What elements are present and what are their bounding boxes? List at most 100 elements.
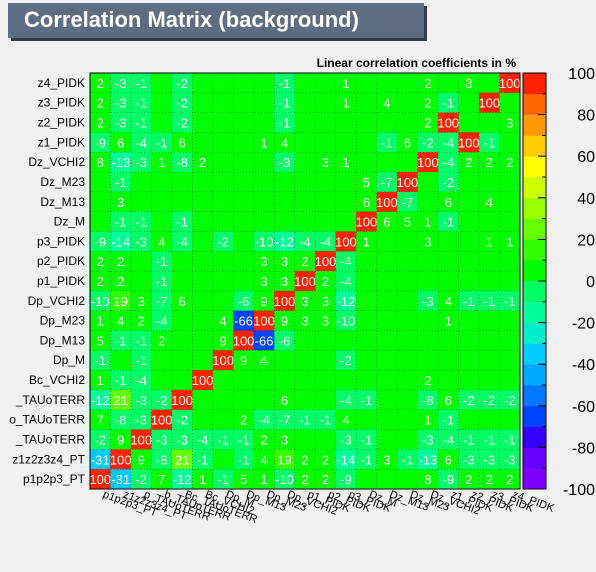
heatmap-cell (110, 92, 132, 113)
cell-value-label: 100 (335, 234, 357, 249)
cell-value-label: -8 (115, 413, 127, 428)
heatmap-cell (376, 330, 398, 351)
heatmap-cell (458, 449, 480, 470)
heatmap-cell (458, 112, 480, 133)
cell-value-label: -3 (115, 96, 127, 111)
heatmap-cell (233, 350, 255, 371)
heatmap-cell (233, 370, 255, 391)
cell-value-label: -4 (320, 234, 332, 249)
heatmap-cell (90, 429, 111, 450)
heatmap-cell (171, 330, 193, 351)
heatmap-cell (151, 191, 173, 212)
title-box: Correlation Matrix (background) (8, 3, 424, 38)
colorbar-bin (523, 197, 546, 219)
heatmap-cell (499, 370, 521, 391)
cell-value-label: -6 (279, 333, 291, 348)
heatmap-cell (274, 290, 296, 312)
heatmap-cell (233, 73, 255, 94)
heatmap-cell (294, 330, 316, 351)
cell-value-label: 6 (281, 393, 288, 408)
heatmap-cell (417, 132, 439, 153)
heatmap-cell (192, 271, 214, 292)
heatmap-cell (90, 112, 111, 133)
heatmap-cell (335, 172, 357, 193)
heatmap-cell (192, 231, 214, 252)
heatmap-cell (438, 152, 459, 173)
cell-value-label: -4 (197, 432, 209, 447)
cell-value-label: 5 (363, 175, 370, 190)
heatmap-cell (212, 92, 234, 113)
cell-value-label: -1 (443, 215, 455, 230)
colorbar-tick-label: -80 (572, 440, 595, 457)
heatmap-cell (479, 112, 500, 133)
cell-value-label: -66 (234, 314, 253, 329)
heatmap-cell (110, 112, 132, 133)
colorbar-tick-label: -100 (563, 482, 595, 499)
heatmap-cell (499, 310, 521, 331)
cell-value-label: -3 (504, 452, 516, 467)
heatmap-cell (171, 172, 193, 193)
heatmap-cell (212, 152, 234, 173)
row-label: z1z2z3z4_PT (12, 452, 85, 466)
heatmap-cell (171, 389, 193, 411)
cell-value-label: -1 (299, 413, 311, 428)
cell-value-label: 100 (274, 294, 296, 309)
heatmap-cell (335, 330, 357, 351)
heatmap-cell (233, 251, 255, 272)
colorbar-tick-label: 60 (577, 149, 595, 166)
heatmap-cell (356, 112, 377, 133)
heatmap-cell (376, 310, 398, 331)
heatmap-cell (192, 251, 214, 272)
heatmap-cell (417, 310, 439, 331)
heatmap-cell (253, 112, 275, 133)
heatmap-cell (212, 429, 234, 450)
heatmap-cell (458, 310, 480, 331)
heatmap-cell (417, 211, 439, 232)
cell-value-label: 100 (253, 314, 275, 329)
heatmap-cell (315, 112, 337, 133)
heatmap-cell (315, 191, 337, 212)
cell-value-label: 1 (445, 314, 452, 329)
heatmap-cell (90, 92, 111, 113)
cell-value-label: -2 (422, 135, 434, 150)
heatmap-cell (499, 112, 521, 133)
heatmap-cell (356, 172, 377, 193)
heatmap-cell (212, 132, 234, 153)
heatmap-cell (417, 469, 439, 490)
heatmap-cell (110, 211, 132, 232)
heatmap-cell (479, 132, 500, 153)
heatmap-cell (417, 409, 439, 430)
heatmap-cell (130, 271, 152, 292)
heatmap-cell (335, 449, 357, 470)
row-label: _TAUoTERR (15, 393, 85, 407)
heatmap-cell (479, 310, 500, 331)
heatmap-cell (192, 73, 214, 94)
cell-value-label: 3 (424, 234, 431, 249)
heatmap-cell (274, 132, 296, 153)
heatmap-cell (171, 409, 193, 430)
cell-value-label: -14 (111, 234, 130, 249)
heatmap-cell (151, 251, 173, 272)
heatmap-cell (417, 231, 439, 252)
heatmap-cell (171, 271, 193, 292)
cell-value-label: -1 (217, 472, 229, 487)
heatmap-cell (356, 449, 377, 470)
heatmap-cell (233, 172, 255, 193)
cell-value-label: -4 (135, 373, 147, 388)
heatmap-cell (151, 231, 173, 252)
cell-value-label: -1 (135, 96, 147, 111)
cell-value-label: -3 (422, 432, 434, 447)
heatmap-cell (458, 132, 480, 153)
cell-value-label: -2 (217, 234, 229, 249)
cell-value-label: -1 (156, 135, 168, 150)
heatmap-cell (335, 350, 357, 371)
heatmap-cell (130, 172, 152, 193)
heatmap-cell (438, 251, 459, 272)
cell-value-label: -4 (176, 234, 188, 249)
cell-value-label: 3 (322, 314, 329, 329)
cell-value-label: 2 (322, 452, 329, 467)
heatmap-cell (110, 330, 132, 351)
heatmap-cell (130, 409, 152, 430)
heatmap-cell (233, 310, 255, 331)
heatmap-cell (192, 389, 214, 411)
